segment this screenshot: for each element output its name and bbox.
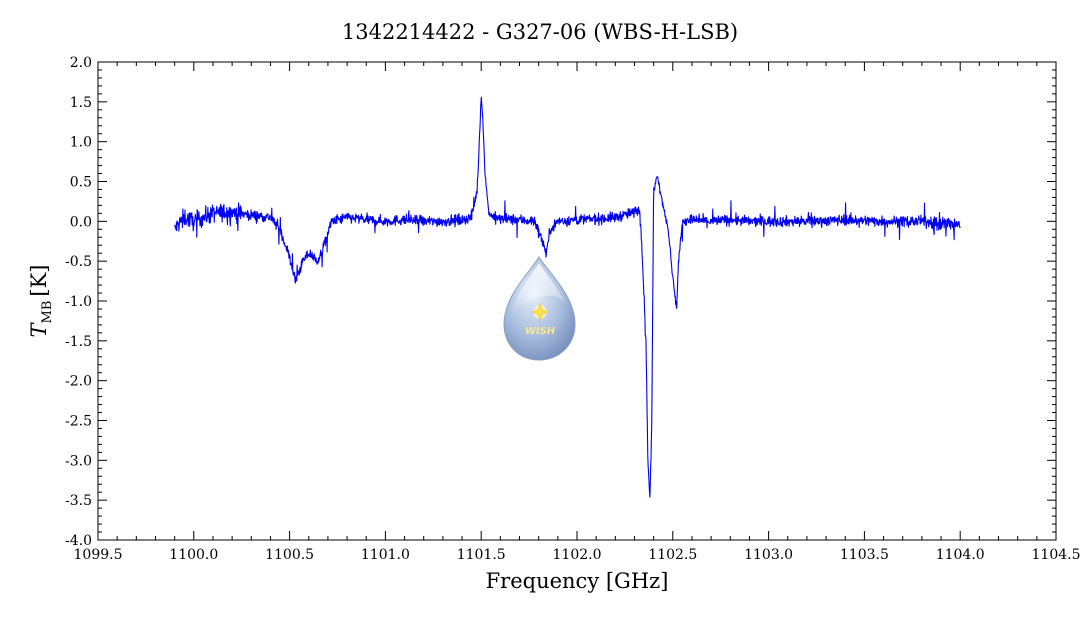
x-tick-label: 1103.0 (744, 547, 793, 563)
wish-logo: WISH (503, 256, 576, 361)
x-tick-label: 1099.5 (74, 547, 123, 563)
y-tick-label: -3.0 (65, 453, 92, 469)
x-tick-label: 1100.0 (169, 547, 218, 563)
x-tick-label: 1100.5 (265, 547, 314, 563)
x-tick-label: 1102.0 (553, 547, 602, 563)
y-axis-symbol: T (27, 321, 51, 337)
plot-frame (97, 61, 1057, 541)
spectrum-series-line (174, 96, 961, 498)
x-tick-label: 1101.0 (361, 547, 410, 563)
x-tick-label: 1101.5 (457, 547, 506, 563)
x-tick-label: 1102.5 (648, 547, 697, 563)
star-icon (531, 303, 549, 321)
y-tick-label: 1.0 (70, 135, 92, 151)
y-axis-unit: [K] (27, 265, 51, 297)
x-axis: 1099.5 1100.0 1100.5 1101.0 1101.5 1102.0 1102… (74, 62, 1080, 563)
y-tick-label: -2.0 (65, 374, 92, 390)
y-tick-label: -1.5 (65, 334, 92, 350)
y-axis: 2.0 1.5 1.0 0.5 0.0 -0.5 -1.0 -1.5 -2.0 -2.5 -3.0 -… (65, 55, 1056, 549)
y-tick-label: -0.5 (65, 254, 92, 270)
svg-text:TMB[K]: TMB [K] (27, 265, 55, 338)
y-tick-label: -3.5 (65, 493, 92, 509)
y-axis-label: TMB [K] (27, 265, 55, 338)
y-tick-label: 2.0 (70, 55, 92, 71)
y-tick-label: -2.5 (65, 414, 92, 430)
chart-title: 1342214422 - G327-06 (WBS-H-LSB) (342, 20, 738, 44)
y-tick-label: -1.0 (65, 294, 92, 310)
y-axis-subscript: MB (40, 301, 55, 324)
x-axis-label: Frequency [GHz] (486, 569, 669, 593)
y-tick-label: 0.5 (70, 175, 92, 191)
x-tick-label: 1104.5 (1032, 547, 1080, 563)
x-tick-label: 1104.0 (936, 547, 985, 563)
y-tick-label: -4.0 (65, 533, 92, 549)
wish-logo-text: WISH (525, 326, 556, 337)
x-tick-label: 1103.5 (840, 547, 889, 563)
y-tick-label: 1.5 (70, 95, 92, 111)
y-tick-label: 0.0 (70, 214, 92, 230)
